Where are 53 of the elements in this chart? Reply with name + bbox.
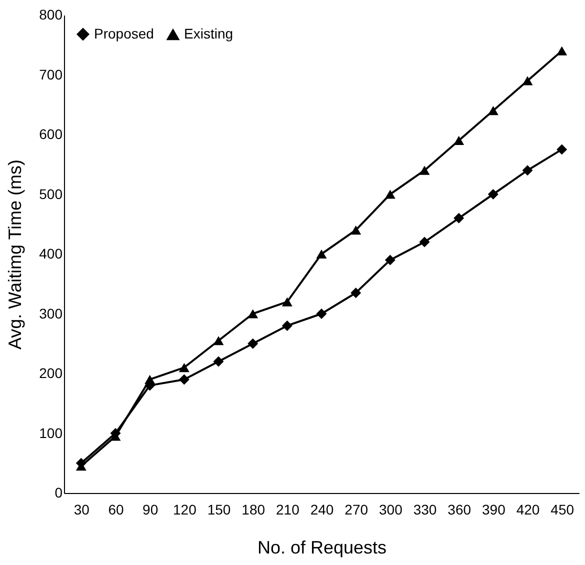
x-tick-label: 240 [310, 502, 334, 518]
point [178, 374, 190, 385]
point [282, 297, 292, 306]
point [248, 338, 258, 349]
point [350, 226, 362, 235]
point [213, 356, 224, 367]
y-tick-label: 400 [39, 246, 63, 262]
y-axis-title: Avg. Waitimg Time (ms) [5, 159, 26, 350]
point [419, 166, 430, 175]
point [248, 309, 258, 318]
point [316, 249, 327, 259]
point [316, 308, 327, 319]
point [384, 190, 396, 199]
point [384, 254, 396, 266]
y-tick-label: 800 [39, 6, 63, 22]
point [350, 288, 362, 298]
point [556, 144, 568, 155]
point [488, 189, 498, 200]
point [178, 362, 190, 372]
x-tick-label: 30 [74, 502, 90, 518]
point [419, 236, 430, 248]
point [282, 320, 292, 331]
x-tick-label: 120 [172, 502, 197, 518]
x-tick-label: 210 [276, 502, 300, 518]
x-tick-label: 60 [108, 502, 124, 518]
x-tick-label: 180 [242, 502, 266, 518]
legend-label: Existing [184, 26, 234, 42]
x-axis-title: No. of Requests [257, 538, 387, 558]
point [454, 136, 464, 146]
x-tick-label: 390 [482, 502, 506, 518]
point [522, 76, 533, 86]
x-tick-label: 90 [142, 502, 158, 518]
point [522, 165, 533, 176]
y-tick-label: 200 [39, 365, 63, 381]
point [488, 106, 498, 116]
y-tick-label: 0 [54, 484, 63, 500]
y-tick-label: 500 [39, 186, 63, 202]
x-tick-label: 360 [448, 502, 472, 518]
y-tick-label: 700 [39, 66, 63, 82]
y-tick-label: 100 [39, 424, 63, 441]
y-tick-label: 300 [39, 305, 63, 322]
x-tick-label: 270 [344, 502, 368, 518]
x-tick-label: 300 [378, 502, 403, 518]
x-tick-label: 420 [516, 502, 540, 518]
x-tick-label: 450 [550, 502, 574, 518]
x-tick-label: 330 [413, 502, 437, 518]
point [454, 212, 464, 224]
y-tick-label: 600 [39, 126, 63, 142]
legend-label: Proposed [94, 25, 154, 42]
point [213, 336, 224, 346]
x-tick-label: 150 [207, 502, 231, 518]
point [556, 46, 568, 56]
point [144, 374, 156, 384]
